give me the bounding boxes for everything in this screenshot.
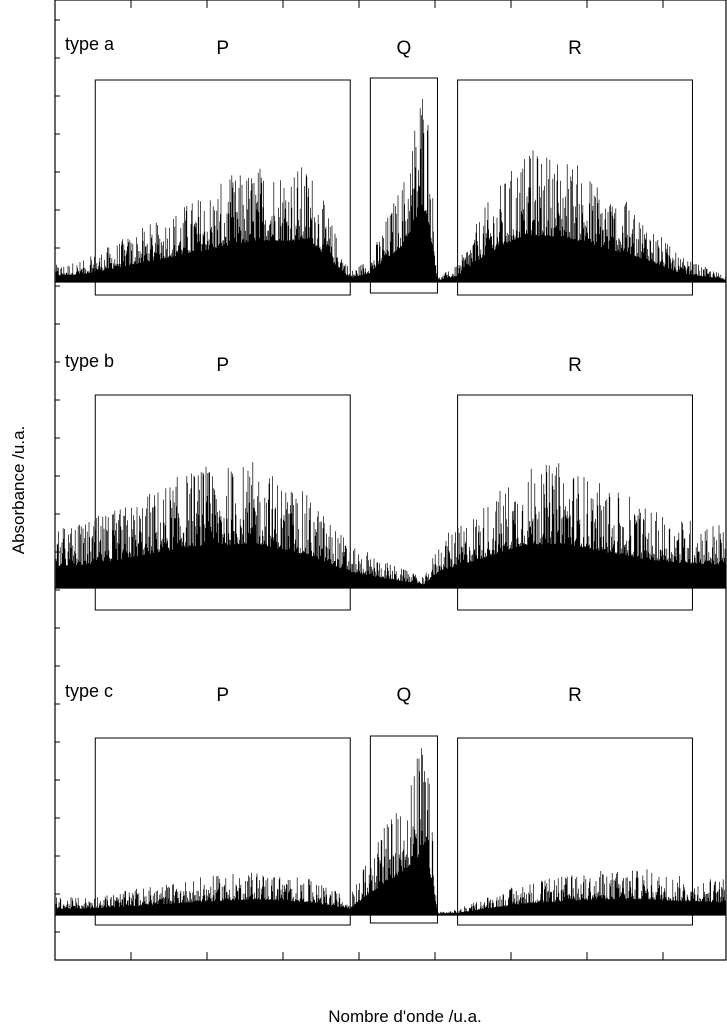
branch-box-R [457,79,693,296]
branch-box-Q [369,77,438,294]
branch-box-Q [369,735,438,924]
branch-label-Q: Q [397,38,412,59]
axis-ticks [55,0,664,960]
branch-box-P [94,737,351,926]
branch-label-P: P [216,38,229,59]
branch-label-Q: Q [397,685,412,706]
panel-type-label: type b [65,351,114,371]
plot-frame [54,0,727,961]
branch-label-P: P [216,685,229,706]
spectrum-trace [55,748,726,915]
branch-box-P [94,79,351,296]
x-axis-title: Nombre d'onde /u.a. [328,1007,482,1026]
branch-label-R: R [568,685,582,706]
panel-2: type b P R [55,351,726,611]
branch-box-R [457,737,693,926]
branch-label-P: P [216,355,229,376]
panel-type-label: type c [65,681,113,701]
branch-label-R: R [568,38,582,59]
panel-1: type a P Q R [55,34,726,296]
spectrum-trace [55,462,726,588]
y-axis-title: Absorbance /u.a. [9,426,28,555]
panel-3: type c P Q R [55,681,726,926]
panel-type-label: type a [65,34,115,54]
branch-box-P [94,394,351,611]
spectrum-trace [55,99,726,282]
branch-box-R [457,394,693,611]
branch-label-R: R [568,355,582,376]
